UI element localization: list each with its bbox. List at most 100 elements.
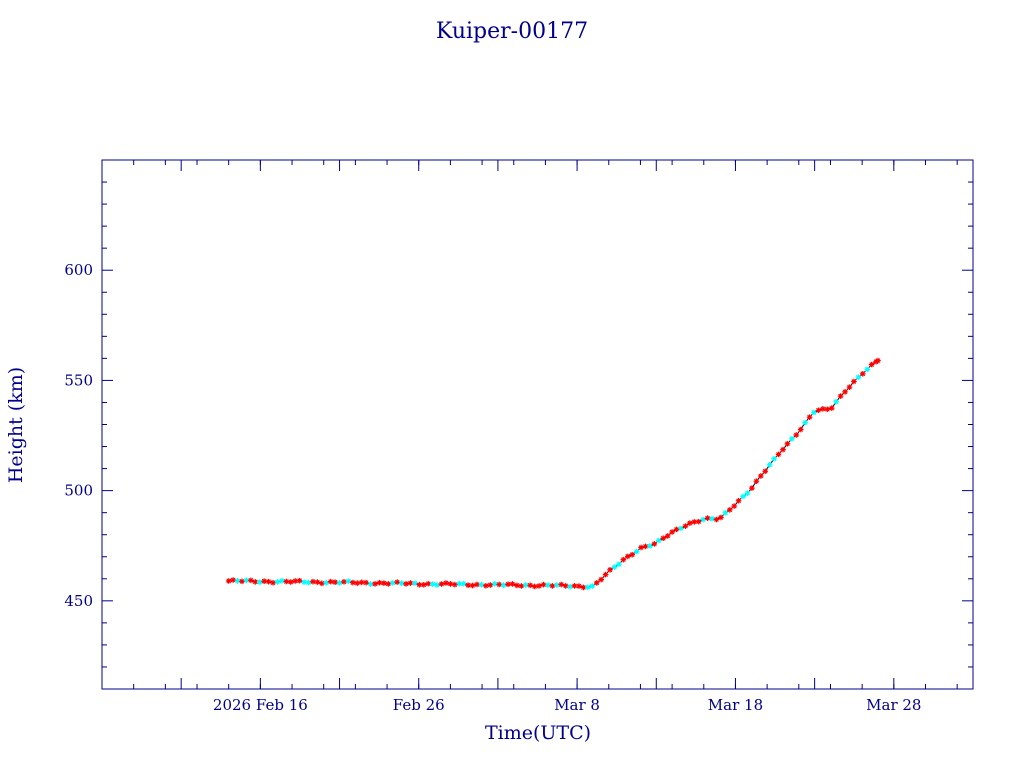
data-point xyxy=(327,578,334,585)
y-axis-label: Height (km) xyxy=(5,367,27,483)
data-point xyxy=(469,582,476,589)
data-point xyxy=(598,576,604,583)
data-point xyxy=(478,581,485,588)
data-point xyxy=(265,578,272,585)
data-point xyxy=(682,523,689,529)
data-point xyxy=(239,578,245,585)
data-point xyxy=(323,579,330,586)
x-tick-label: 2026 Feb 16 xyxy=(213,696,308,714)
data-point xyxy=(629,551,636,558)
data-point xyxy=(624,553,631,560)
y-tick-label: 600 xyxy=(64,261,93,279)
data-point xyxy=(664,533,671,539)
data-point xyxy=(784,440,791,447)
x-tick-label: Feb 26 xyxy=(393,696,445,714)
data-point xyxy=(633,548,640,555)
data-point xyxy=(673,526,680,533)
data-point xyxy=(256,579,263,585)
data-point xyxy=(341,578,347,585)
data-point xyxy=(363,579,369,586)
data-point xyxy=(602,571,609,578)
data-point xyxy=(549,583,556,589)
data-point xyxy=(669,529,675,535)
data-point xyxy=(620,556,627,563)
data-point xyxy=(718,514,724,521)
data-point xyxy=(859,371,866,377)
data-point xyxy=(394,579,400,585)
data-point xyxy=(638,544,644,551)
data-point xyxy=(576,583,582,589)
data-point xyxy=(837,393,844,399)
plot-frame xyxy=(101,159,974,690)
data-point xyxy=(691,519,698,525)
data-point xyxy=(385,581,392,587)
data-point xyxy=(252,579,259,585)
data-point xyxy=(775,451,782,458)
data-point xyxy=(753,478,760,484)
data-point xyxy=(828,405,835,411)
data-point xyxy=(274,579,281,585)
data-point xyxy=(314,579,321,585)
data-point xyxy=(545,582,551,588)
data-point xyxy=(780,446,786,453)
data-point xyxy=(496,581,502,588)
data-point xyxy=(806,414,813,420)
data-point xyxy=(731,503,737,509)
data-point xyxy=(744,490,751,496)
data-point xyxy=(483,582,489,589)
data-point xyxy=(811,409,817,416)
data-point xyxy=(740,493,746,500)
data-point xyxy=(842,389,848,395)
data-point xyxy=(305,579,312,586)
data-point xyxy=(709,515,715,522)
data-point xyxy=(789,435,795,442)
data-point xyxy=(647,543,653,549)
x-tick-label: Mar 18 xyxy=(708,696,763,714)
data-point xyxy=(412,580,418,587)
data-point xyxy=(678,525,684,532)
data-point xyxy=(354,580,361,586)
data-point xyxy=(585,584,591,591)
data-point xyxy=(296,577,303,584)
y-tick-labels: 450 500 550 600 xyxy=(64,261,93,610)
data-point xyxy=(460,580,467,587)
data-point xyxy=(345,578,352,585)
data-point xyxy=(833,398,839,405)
data-point xyxy=(868,361,875,368)
data-point xyxy=(270,579,276,586)
chart-title: Kuiper-00177 xyxy=(436,19,588,44)
data-point xyxy=(851,378,857,385)
data-point xyxy=(279,577,285,584)
data-point xyxy=(372,581,378,587)
data-point xyxy=(487,582,494,588)
data-point xyxy=(802,419,808,426)
data-point xyxy=(518,583,525,589)
data-point xyxy=(762,468,769,475)
series-line xyxy=(228,361,877,588)
data-point xyxy=(797,426,804,433)
y-tick-label: 550 xyxy=(64,371,93,389)
data-point xyxy=(855,374,862,380)
data-point xyxy=(700,516,706,523)
data-point xyxy=(766,462,773,468)
data-point xyxy=(735,497,742,504)
data-point xyxy=(283,578,290,585)
data-point xyxy=(656,537,662,544)
data-point xyxy=(438,581,445,587)
data-point xyxy=(611,564,618,570)
data-point xyxy=(287,579,294,585)
y-tick-label: 500 xyxy=(64,482,93,500)
data-point xyxy=(389,580,396,586)
data-point xyxy=(589,583,596,589)
data-point xyxy=(562,583,569,589)
data-point xyxy=(500,582,507,588)
data-point xyxy=(567,583,573,590)
data-point xyxy=(336,580,343,586)
data-point xyxy=(846,384,853,390)
data-point xyxy=(722,510,729,516)
plot-series xyxy=(225,357,881,591)
data-point xyxy=(726,507,733,513)
data-point xyxy=(429,581,436,587)
data-point xyxy=(452,581,458,588)
data-point xyxy=(225,578,232,584)
